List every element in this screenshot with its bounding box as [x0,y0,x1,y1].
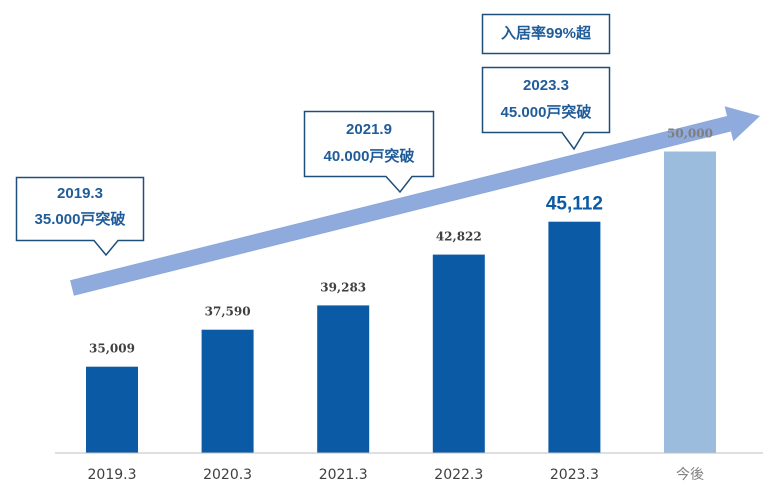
callout-2019-box [15,176,145,257]
callout-2019-milestone: 35.000戸突破 [34,211,126,228]
occupancy-note-text: 入居率99%超 [500,25,592,42]
bars [86,151,716,453]
callout-2023: 2023.3 45.000戸突破 [481,66,611,151]
x-tick-label-今後: 今後 [676,467,704,483]
bar-2021.3 [317,305,370,453]
value-label-2023.3: 45,112 [546,194,603,215]
callout-2021: 2021.9 40.000戸突破 [303,110,435,194]
x-tick-label-2023.3: 2023.3 [550,467,599,483]
callout-2021-date: 2021.9 [346,121,392,138]
growth-arrow [70,106,761,296]
x-tick-label-2020.3: 2020.3 [203,467,252,483]
value-label-2019.3: 35,009 [89,342,135,356]
occupancy-note: 入居率99%超 [481,13,611,55]
occupancy-note-box [481,13,611,55]
value-label-2021.3: 39,283 [320,280,366,294]
bar-2023.3 [548,221,601,453]
callout-2021-milestone: 40.000戸突破 [323,148,415,165]
bar-2019.3 [86,366,138,453]
callout-2019: 2019.3 35.000戸突破 [15,176,145,257]
callout-2019-date: 2019.3 [57,185,103,202]
x-tick-label-2022.3: 2022.3 [434,467,483,483]
growth-arrow-shape [70,106,761,296]
callout-2023-milestone: 45.000戸突破 [500,104,592,121]
bar-今後 [664,151,716,453]
value-label-2022.3: 42,822 [436,230,482,244]
callout-2023-box [481,66,611,151]
x-tick-label-2021.3: 2021.3 [319,467,368,483]
value-labels: 35,009 37,590 39,283 42,822 45,112 50,000 [89,127,713,356]
bar-2020.3 [201,329,254,453]
value-label-今後: 50,000 [667,127,713,141]
callout-2023-date: 2023.3 [523,77,569,94]
bar-2022.3 [432,254,485,453]
x-tick-labels: 2019.3 2020.3 2021.3 2022.3 2023.3 今後 [88,467,705,483]
callout-2021-box [303,110,435,194]
x-tick-label-2019.3: 2019.3 [88,467,137,483]
value-label-2020.3: 37,590 [205,305,251,319]
